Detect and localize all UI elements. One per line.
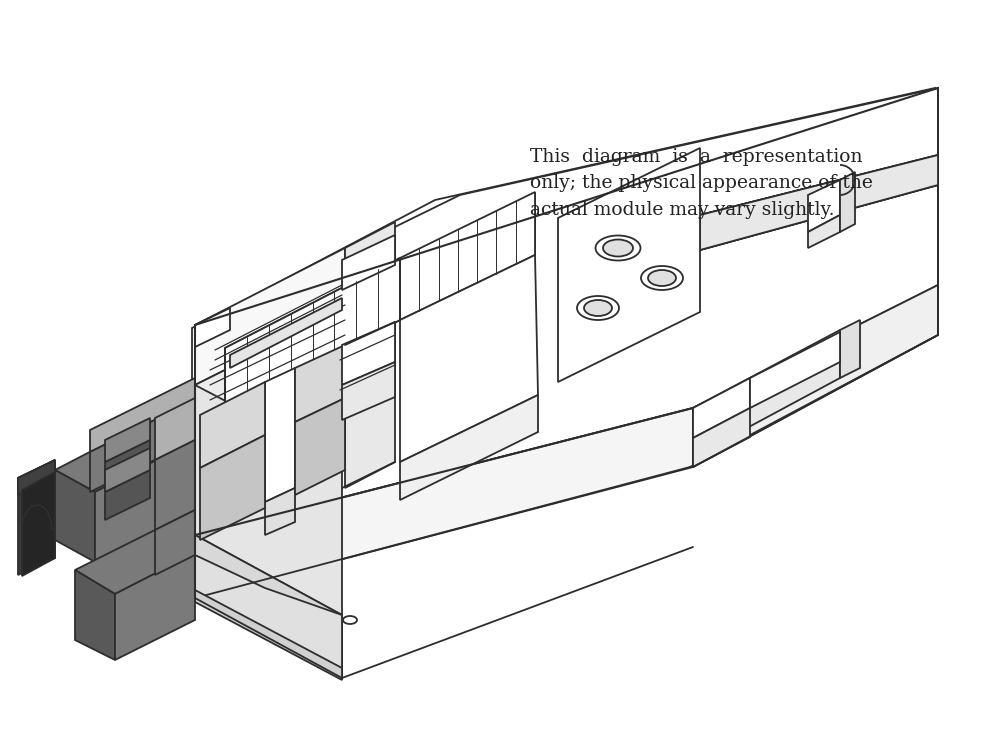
Ellipse shape: [603, 239, 633, 256]
Polygon shape: [18, 460, 55, 575]
Polygon shape: [115, 553, 195, 660]
Polygon shape: [105, 470, 150, 520]
Ellipse shape: [584, 300, 612, 316]
Polygon shape: [90, 400, 195, 492]
Polygon shape: [693, 330, 840, 438]
Polygon shape: [75, 530, 195, 594]
Polygon shape: [693, 378, 750, 438]
Polygon shape: [105, 418, 150, 462]
Polygon shape: [295, 398, 345, 495]
Ellipse shape: [577, 296, 619, 320]
Polygon shape: [195, 310, 345, 535]
Polygon shape: [345, 222, 395, 488]
Polygon shape: [400, 395, 538, 500]
Polygon shape: [195, 408, 693, 598]
Polygon shape: [693, 360, 840, 457]
Polygon shape: [22, 472, 55, 576]
Polygon shape: [55, 418, 195, 492]
Polygon shape: [558, 148, 700, 382]
Polygon shape: [155, 510, 195, 575]
Polygon shape: [840, 172, 855, 232]
Polygon shape: [700, 155, 938, 250]
Text: This  diagram  is  a  representation
only; the physical appearance of the
actual: This diagram is a representation only; t…: [530, 148, 873, 219]
Polygon shape: [195, 88, 938, 535]
Polygon shape: [155, 440, 195, 530]
Ellipse shape: [596, 236, 640, 260]
Ellipse shape: [343, 616, 357, 624]
Polygon shape: [195, 555, 342, 678]
Polygon shape: [105, 440, 150, 490]
Polygon shape: [808, 215, 840, 248]
Ellipse shape: [648, 270, 676, 286]
Polygon shape: [192, 408, 688, 590]
Polygon shape: [18, 460, 55, 495]
Polygon shape: [18, 460, 55, 492]
Polygon shape: [342, 322, 395, 385]
Polygon shape: [265, 488, 295, 535]
Polygon shape: [230, 298, 342, 368]
Polygon shape: [55, 470, 95, 562]
Polygon shape: [225, 258, 400, 410]
Polygon shape: [90, 378, 195, 452]
Polygon shape: [195, 535, 342, 678]
Polygon shape: [400, 192, 535, 320]
Polygon shape: [200, 435, 265, 540]
Polygon shape: [155, 398, 195, 460]
Polygon shape: [750, 332, 840, 408]
Polygon shape: [195, 385, 342, 615]
Polygon shape: [195, 248, 345, 385]
Polygon shape: [95, 440, 195, 562]
Polygon shape: [75, 570, 115, 660]
Polygon shape: [342, 235, 395, 290]
Polygon shape: [195, 590, 342, 680]
Polygon shape: [105, 448, 150, 492]
Polygon shape: [693, 408, 750, 467]
Polygon shape: [195, 308, 230, 347]
Polygon shape: [808, 180, 840, 232]
Polygon shape: [400, 255, 538, 462]
Polygon shape: [295, 345, 345, 422]
Polygon shape: [342, 362, 395, 420]
Polygon shape: [840, 320, 860, 378]
Polygon shape: [192, 88, 935, 535]
Ellipse shape: [641, 266, 683, 290]
Polygon shape: [225, 258, 400, 410]
Polygon shape: [195, 535, 342, 678]
Polygon shape: [693, 88, 938, 467]
Polygon shape: [265, 368, 295, 502]
Polygon shape: [200, 382, 265, 468]
